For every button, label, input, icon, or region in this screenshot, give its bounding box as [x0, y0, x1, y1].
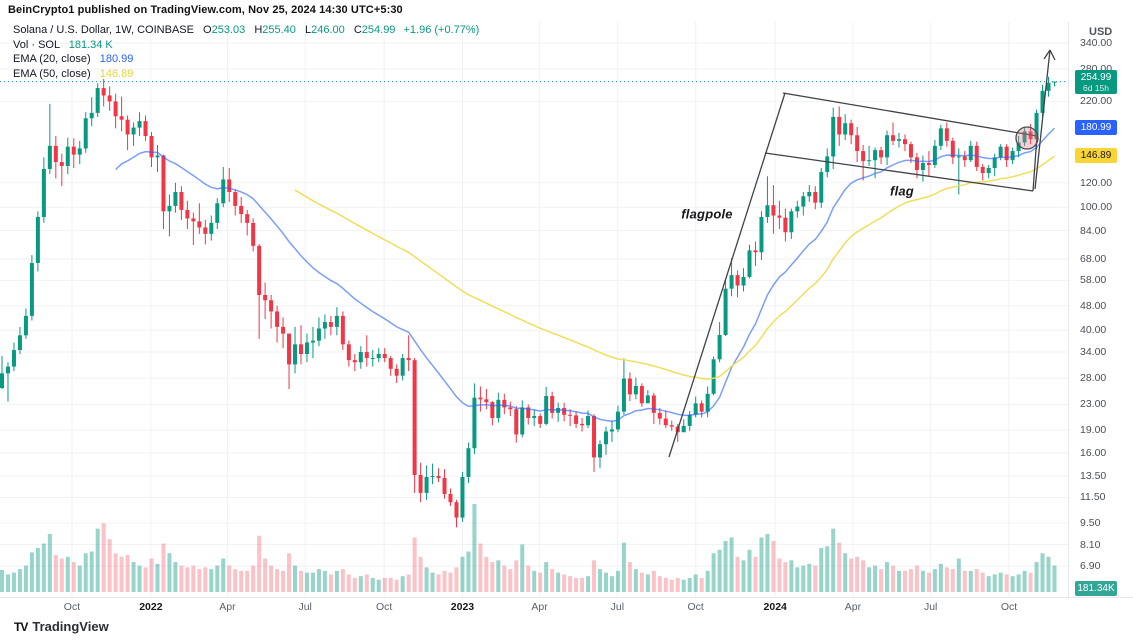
close-label: C	[353, 24, 362, 36]
time-tick: Jul	[610, 601, 625, 613]
time-tick: 2023	[450, 601, 475, 613]
legend-symbol-row[interactable]: Solana / U.S. Dollar, 1W, COINBASE O253.…	[13, 24, 479, 38]
breakout-circle	[1015, 126, 1039, 150]
volume-bars	[0, 504, 1057, 592]
volume-label: Vol · SOL	[13, 38, 60, 51]
price-tick: 340.00	[1080, 37, 1113, 49]
high-label: H	[254, 24, 263, 36]
close-value: 254.99	[361, 24, 396, 36]
last-price-badge: 254.99 6d 15h	[1075, 69, 1117, 94]
legend-ema20-row[interactable]: EMA (20, close) 180.99	[13, 53, 479, 67]
time-tick: Oct	[63, 601, 81, 613]
price-tick: 19.00	[1080, 424, 1107, 437]
candles-series	[0, 76, 1057, 528]
flag-annotation-label[interactable]: flag	[890, 183, 914, 199]
symbol-title: Solana / U.S. Dollar, 1W, COINBASE	[13, 24, 194, 36]
high-value: 255.40	[262, 24, 296, 36]
ema20-line	[115, 127, 1056, 423]
bar-countdown: 6d 15h	[1083, 82, 1109, 93]
ema50-line	[294, 155, 1055, 380]
time-tick: Apr	[844, 601, 862, 613]
ema50-value: 146.89	[99, 67, 134, 80]
volume-badge: 181.34K	[1075, 581, 1117, 596]
time-tick: Apr	[531, 601, 548, 613]
price-tick: 8.10	[1080, 538, 1101, 551]
low-label: L	[304, 24, 312, 36]
price-tick: 220.00	[1080, 95, 1113, 108]
trend-arrow	[1034, 49, 1051, 190]
last-price-value: 254.99	[1080, 71, 1112, 83]
legend-volume-row[interactable]: Vol · SOL 181.34 K	[13, 39, 479, 53]
price-tick: 48.00	[1080, 299, 1107, 312]
time-tick: 2024	[763, 601, 787, 613]
tradingview-logo-text: TradingView	[32, 619, 109, 634]
price-tick: 6.90	[1080, 560, 1101, 573]
time-tick: Oct	[687, 601, 704, 613]
currency-label: USD	[1089, 26, 1113, 38]
publisher-byline: BeinCrypto1 published on TradingView.com…	[8, 4, 403, 16]
price-tick: 11.50	[1080, 491, 1106, 504]
time-tick: Oct	[375, 601, 393, 613]
change-value: +1.96 (+0.77%)	[403, 24, 480, 36]
time-tick: 2022	[139, 601, 163, 613]
price-tick: 16.00	[1080, 447, 1107, 460]
price-tick: 100.00	[1080, 201, 1113, 214]
time-tick: Jul	[298, 601, 312, 613]
flagpole-annotation-label[interactable]: flagpole	[681, 206, 733, 222]
price-tick: 34.00	[1080, 346, 1107, 358]
price-tick: 23.00	[1080, 398, 1107, 411]
flag-annotation[interactable]	[668, 49, 1056, 458]
tradingview-logo[interactable]: TV TradingView	[14, 619, 109, 634]
chart-legend: Solana / U.S. Dollar, 1W, COINBASE O253.…	[13, 24, 479, 82]
price-tick: 28.00	[1080, 372, 1107, 385]
price-tick: 68.00	[1080, 252, 1107, 265]
time-tick: Oct	[1000, 601, 1018, 613]
volume-value: 181.34 K	[68, 38, 113, 51]
time-tick: Jul	[923, 601, 938, 613]
ema50-badge: 146.89	[1075, 148, 1117, 164]
price-tick: 9.50	[1080, 517, 1101, 530]
price-tick: 13.50	[1080, 469, 1107, 482]
price-tick: 58.00	[1080, 274, 1107, 287]
low-value: 246.00	[311, 24, 345, 36]
price-tick: 84.00	[1080, 224, 1107, 237]
ema50-label: EMA (50, close)	[13, 67, 91, 80]
open-value: 253.03	[211, 24, 246, 36]
ema20-value: 180.99	[99, 53, 134, 65]
open-label: O	[203, 24, 212, 36]
price-tick: 40.00	[1080, 324, 1107, 337]
time-tick: Apr	[219, 601, 236, 613]
ema20-badge: 180.99	[1075, 120, 1117, 136]
legend-ema50-row[interactable]: EMA (50, close) 146.89	[13, 68, 479, 82]
tradingview-logo-icon: TV	[14, 619, 28, 634]
ema20-label: EMA (20, close)	[13, 53, 91, 65]
gridlines	[0, 22, 1068, 597]
price-tick: 120.00	[1080, 176, 1113, 189]
